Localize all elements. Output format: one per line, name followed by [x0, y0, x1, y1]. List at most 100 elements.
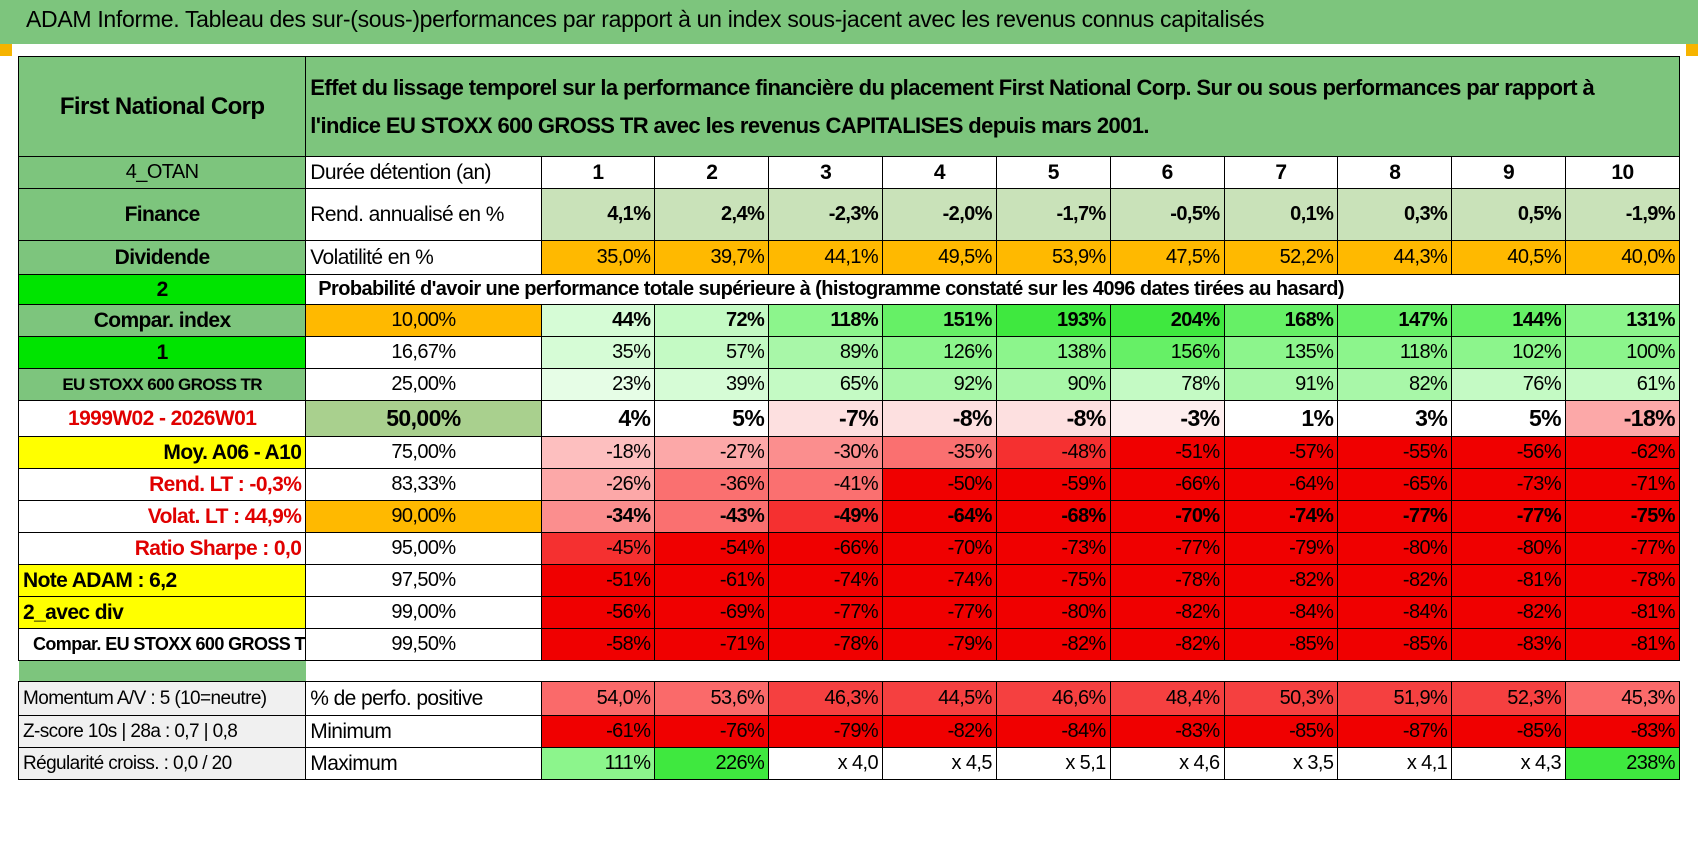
rend-value: -2,0% — [882, 188, 997, 241]
prob-value: 92% — [882, 368, 997, 401]
prob-value: -78% — [1109, 564, 1225, 597]
vol-value: 40,0% — [1565, 240, 1680, 275]
prob-value: -81% — [1565, 596, 1680, 629]
prob-value: -66% — [1109, 468, 1225, 501]
prob-value: -64% — [882, 500, 997, 533]
prob-value: 35% — [540, 336, 656, 369]
bottom-value: -79% — [768, 715, 884, 748]
adam-note: Note ADAM : 6,2 — [17, 564, 307, 597]
rend-value: -1,7% — [995, 188, 1111, 241]
prob-value: -77% — [768, 596, 884, 629]
prob-value: 147% — [1337, 304, 1453, 337]
prob-value: -85% — [1337, 628, 1453, 661]
prob-value: -58% — [540, 628, 656, 661]
volat-lt: Volat. LT : 44,9% — [17, 500, 307, 533]
prob-threshold: 16,67% — [305, 336, 542, 369]
description-line1: Effet du lissage temporel sur la perform… — [310, 74, 1595, 100]
prob-value: 204% — [1109, 304, 1225, 337]
prob-value: -8% — [882, 400, 997, 437]
bottom-value: 46,6% — [995, 681, 1111, 716]
bottom-value: -84% — [995, 715, 1111, 748]
prob-value: -73% — [1451, 468, 1567, 501]
bottom-value: 51,9% — [1337, 681, 1453, 716]
prob-value: -80% — [1451, 532, 1567, 565]
prob-value: -18% — [540, 436, 656, 469]
prob-value: -30% — [768, 436, 884, 469]
empty-cell — [1565, 274, 1680, 305]
rend-value: -1,9% — [1565, 188, 1680, 241]
prob-value: 61% — [1565, 368, 1680, 401]
year-header: 5 — [995, 156, 1111, 189]
rend-value: 0,3% — [1337, 188, 1453, 241]
year-header: 8 — [1337, 156, 1453, 189]
prob-value: 78% — [1109, 368, 1225, 401]
year-header: 1 — [540, 156, 656, 189]
prob-value: -50% — [882, 468, 997, 501]
bottom-value: -61% — [540, 715, 656, 748]
prob-value: 91% — [1223, 368, 1339, 401]
prob-value: 89% — [768, 336, 884, 369]
prob-value: -3% — [1109, 400, 1225, 437]
prob-value: -48% — [995, 436, 1111, 469]
vol-value: 39,7% — [654, 240, 770, 275]
prob-value: -77% — [1565, 532, 1680, 565]
prob-value: -82% — [1109, 596, 1225, 629]
vol-value: 49,5% — [882, 240, 997, 275]
type-label: Dividende — [17, 240, 307, 275]
sector-label: Finance — [17, 188, 307, 241]
prob-value: -83% — [1451, 628, 1567, 661]
vol-value: 47,5% — [1109, 240, 1225, 275]
bottom-value: x 4,0 — [768, 747, 884, 780]
prob-value: -49% — [768, 500, 884, 533]
prob-value: 65% — [768, 368, 884, 401]
prob-value: -78% — [1565, 564, 1680, 597]
bottom-value: 53,6% — [654, 681, 770, 716]
prob-value: 1% — [1223, 400, 1339, 437]
bottom-value: 44,5% — [882, 681, 997, 716]
prob-value: -84% — [1223, 596, 1339, 629]
bottom-value: 52,3% — [1451, 681, 1567, 716]
prob-value: 4% — [540, 400, 656, 437]
company-name: First National Corp — [17, 56, 307, 157]
prob-value: -75% — [995, 564, 1111, 597]
prob-value: 102% — [1451, 336, 1567, 369]
rend-value: -2,3% — [768, 188, 884, 241]
prob-value: 82% — [1337, 368, 1453, 401]
bottom-value: -83% — [1565, 715, 1680, 748]
moy-label: Moy. A06 - A10 — [17, 436, 307, 469]
period-label: 1999W02 - 2026W01 — [17, 400, 307, 437]
bottom-value: -82% — [882, 715, 997, 748]
prob-value: -27% — [654, 436, 770, 469]
spacer-blank — [305, 660, 1680, 682]
bottom-value: 238% — [1565, 747, 1680, 780]
bottom-value: 45,3% — [1565, 681, 1680, 716]
rend-label: Rend. annualisé en % — [305, 188, 542, 241]
prob-value: -82% — [1451, 596, 1567, 629]
prob-value: 90% — [995, 368, 1111, 401]
prob-value: -71% — [1565, 468, 1680, 501]
bottom-value: -76% — [654, 715, 770, 748]
prob-value: -74% — [882, 564, 997, 597]
bottom-value: 54,0% — [540, 681, 656, 716]
prob-value: 57% — [654, 336, 770, 369]
prob-threshold: 75,00% — [305, 436, 542, 469]
prob-value: 23% — [540, 368, 656, 401]
prob-value: -62% — [1565, 436, 1680, 469]
title-bar: ADAM Informe. Tableau des sur-(sous-)per… — [0, 0, 1698, 44]
vol-value: 35,0% — [540, 240, 656, 275]
bottom-row-label: % de perfo. positive — [305, 681, 542, 716]
rend-value: 2,4% — [654, 188, 770, 241]
bottom-value: 226% — [654, 747, 770, 780]
prob-value: -8% — [995, 400, 1111, 437]
prob-value: -84% — [1337, 596, 1453, 629]
rend-value: 0,5% — [1451, 188, 1567, 241]
prob-value: 100% — [1565, 336, 1680, 369]
prob-value: 76% — [1451, 368, 1567, 401]
num-two: 2 — [17, 274, 307, 305]
prob-value: -78% — [768, 628, 884, 661]
prob-value: -82% — [995, 628, 1111, 661]
prob-value: -70% — [882, 532, 997, 565]
bottom-value: 48,4% — [1109, 681, 1225, 716]
vol-value: 44,3% — [1337, 240, 1453, 275]
prob-value: -65% — [1337, 468, 1453, 501]
